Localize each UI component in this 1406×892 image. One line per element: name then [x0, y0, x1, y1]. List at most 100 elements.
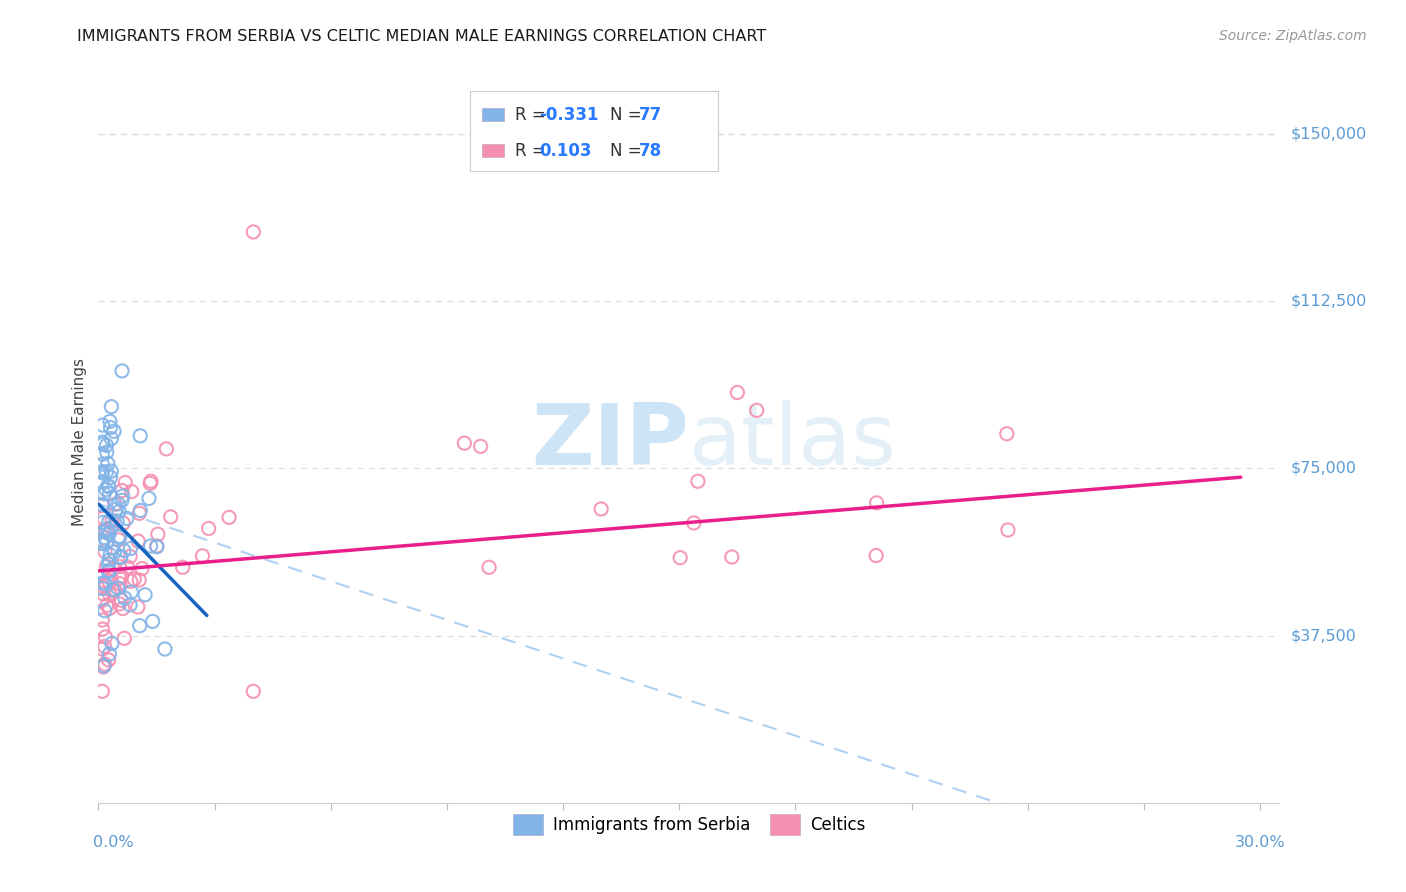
- Point: [111, 601, 134, 615]
- Point: [101, 514, 124, 528]
- Point: [591, 502, 613, 516]
- Point: [104, 502, 127, 516]
- Point: [107, 581, 129, 595]
- Point: [142, 615, 165, 629]
- Point: [91, 516, 114, 530]
- Point: [669, 550, 692, 565]
- Point: [172, 560, 194, 574]
- Point: [91, 475, 114, 489]
- Point: [98, 486, 121, 500]
- Point: [128, 618, 150, 632]
- Point: [98, 548, 121, 562]
- Point: [129, 503, 152, 517]
- FancyBboxPatch shape: [471, 91, 718, 170]
- Point: [103, 425, 125, 439]
- Text: R =: R =: [516, 106, 551, 124]
- Point: [91, 576, 114, 591]
- Text: N =: N =: [610, 106, 647, 124]
- Text: 78: 78: [640, 142, 662, 160]
- Point: [111, 489, 134, 503]
- Point: [146, 540, 169, 554]
- Point: [107, 533, 129, 547]
- Point: [94, 544, 117, 558]
- Point: [110, 593, 132, 607]
- Point: [725, 385, 748, 400]
- Point: [101, 583, 124, 598]
- Point: [94, 531, 117, 545]
- Point: [115, 511, 138, 525]
- Point: [242, 225, 264, 239]
- Point: [91, 524, 114, 538]
- Point: [470, 439, 492, 453]
- Point: [128, 573, 150, 587]
- Point: [100, 400, 122, 414]
- Text: 0.103: 0.103: [538, 142, 592, 160]
- Point: [191, 549, 214, 563]
- Point: [101, 561, 124, 575]
- Point: [108, 529, 131, 543]
- Point: [91, 499, 114, 513]
- Point: [96, 578, 118, 592]
- Text: $75,000: $75,000: [1291, 461, 1357, 475]
- Point: [682, 516, 704, 530]
- Point: [91, 536, 114, 550]
- Point: [120, 585, 142, 599]
- Point: [745, 403, 768, 417]
- Text: atlas: atlas: [689, 400, 897, 483]
- Point: [108, 597, 131, 611]
- Point: [91, 465, 114, 479]
- Point: [138, 491, 160, 506]
- Point: [100, 521, 122, 535]
- Point: [242, 684, 264, 698]
- Point: [995, 426, 1018, 441]
- Point: [98, 414, 121, 428]
- Point: [98, 587, 121, 601]
- Point: [114, 475, 136, 490]
- Point: [111, 364, 134, 378]
- Point: [96, 445, 118, 459]
- Point: [139, 476, 162, 491]
- Point: [104, 582, 127, 597]
- Point: [120, 574, 142, 589]
- Text: $112,500: $112,500: [1291, 293, 1367, 309]
- Text: R =: R =: [516, 142, 551, 160]
- Point: [97, 564, 120, 578]
- Point: [100, 470, 122, 484]
- Point: [94, 604, 117, 618]
- Y-axis label: Median Male Earnings: Median Male Earnings: [72, 358, 87, 525]
- Point: [93, 640, 115, 654]
- Point: [98, 574, 121, 589]
- Text: $150,000: $150,000: [1291, 127, 1367, 141]
- Point: [112, 516, 135, 531]
- Point: [997, 523, 1019, 537]
- Point: [131, 561, 153, 575]
- Point: [721, 549, 744, 564]
- Point: [139, 475, 162, 489]
- Point: [91, 613, 114, 627]
- Point: [93, 524, 115, 539]
- Point: [97, 653, 120, 667]
- Point: [114, 591, 136, 606]
- Point: [91, 435, 114, 450]
- Point: [112, 632, 135, 646]
- Text: IMMIGRANTS FROM SERBIA VS CELTIC MEDIAN MALE EARNINGS CORRELATION CHART: IMMIGRANTS FROM SERBIA VS CELTIC MEDIAN …: [77, 29, 766, 44]
- Point: [153, 642, 176, 657]
- Point: [100, 420, 122, 434]
- Point: [96, 559, 118, 574]
- Point: [155, 442, 177, 456]
- Text: -0.331: -0.331: [538, 106, 599, 124]
- Point: [91, 684, 114, 698]
- Point: [100, 571, 122, 585]
- Point: [91, 622, 114, 636]
- Point: [98, 526, 121, 541]
- Point: [94, 576, 117, 591]
- Point: [93, 510, 115, 524]
- Point: [97, 522, 120, 536]
- FancyBboxPatch shape: [482, 145, 503, 157]
- Point: [91, 437, 114, 451]
- Text: 77: 77: [640, 106, 662, 124]
- Point: [103, 545, 125, 559]
- Point: [108, 559, 131, 574]
- Point: [865, 549, 887, 563]
- Point: [94, 524, 117, 538]
